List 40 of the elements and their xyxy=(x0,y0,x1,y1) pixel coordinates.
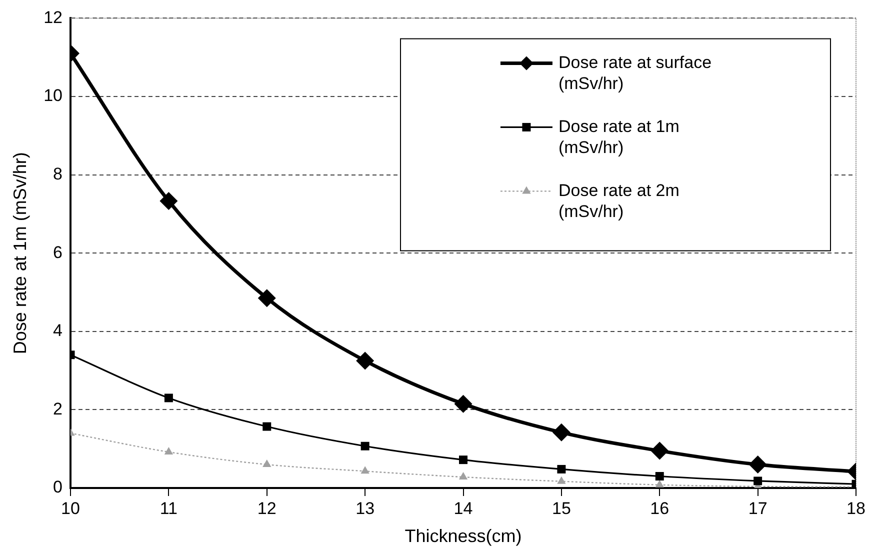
x-tick-label: 11 xyxy=(160,498,178,518)
x-tick-label: 12 xyxy=(257,498,276,518)
y-tick-label: 6 xyxy=(53,242,63,262)
point xyxy=(160,192,178,210)
y-tick-label: 2 xyxy=(53,399,63,418)
point xyxy=(262,460,272,468)
point xyxy=(748,456,767,474)
x-tick-label: 13 xyxy=(356,498,375,518)
point xyxy=(650,442,669,460)
y-tick-label: 0 xyxy=(53,478,63,497)
y-tick-label: 4 xyxy=(53,321,63,340)
point xyxy=(655,480,664,488)
point xyxy=(557,476,566,484)
y-tick-label: 12 xyxy=(44,8,63,27)
point xyxy=(552,423,570,442)
x-axis-title: Thickness(cm) xyxy=(404,526,522,546)
point xyxy=(262,422,272,431)
point xyxy=(557,464,566,474)
point xyxy=(258,289,276,308)
x-tick-label: 15 xyxy=(552,498,571,518)
point xyxy=(356,352,374,370)
point xyxy=(164,446,174,454)
point xyxy=(360,442,370,450)
legend-label: Dose rate at surface (mSv/hr) xyxy=(558,53,712,94)
x-tick-label: 14 xyxy=(454,498,473,518)
x-tick-label: 17 xyxy=(748,498,768,518)
point xyxy=(360,466,370,474)
point xyxy=(458,472,468,480)
y-axis-title: Dose rate at 1m (mSv/hr) xyxy=(10,152,30,354)
y-tick-label: 8 xyxy=(53,164,63,184)
legend-label: Dose rate at 1m (mSv/hr) xyxy=(558,117,680,158)
point xyxy=(754,476,762,486)
point xyxy=(459,456,468,464)
legend-label: Dose rate at 2m (mSv/hr) xyxy=(558,181,680,222)
x-tick-label: 16 xyxy=(650,498,670,518)
x-tick-label: 18 xyxy=(846,498,866,518)
point xyxy=(655,472,664,480)
point xyxy=(454,394,472,413)
point xyxy=(164,394,173,402)
y-tick-label: 10 xyxy=(44,86,63,106)
